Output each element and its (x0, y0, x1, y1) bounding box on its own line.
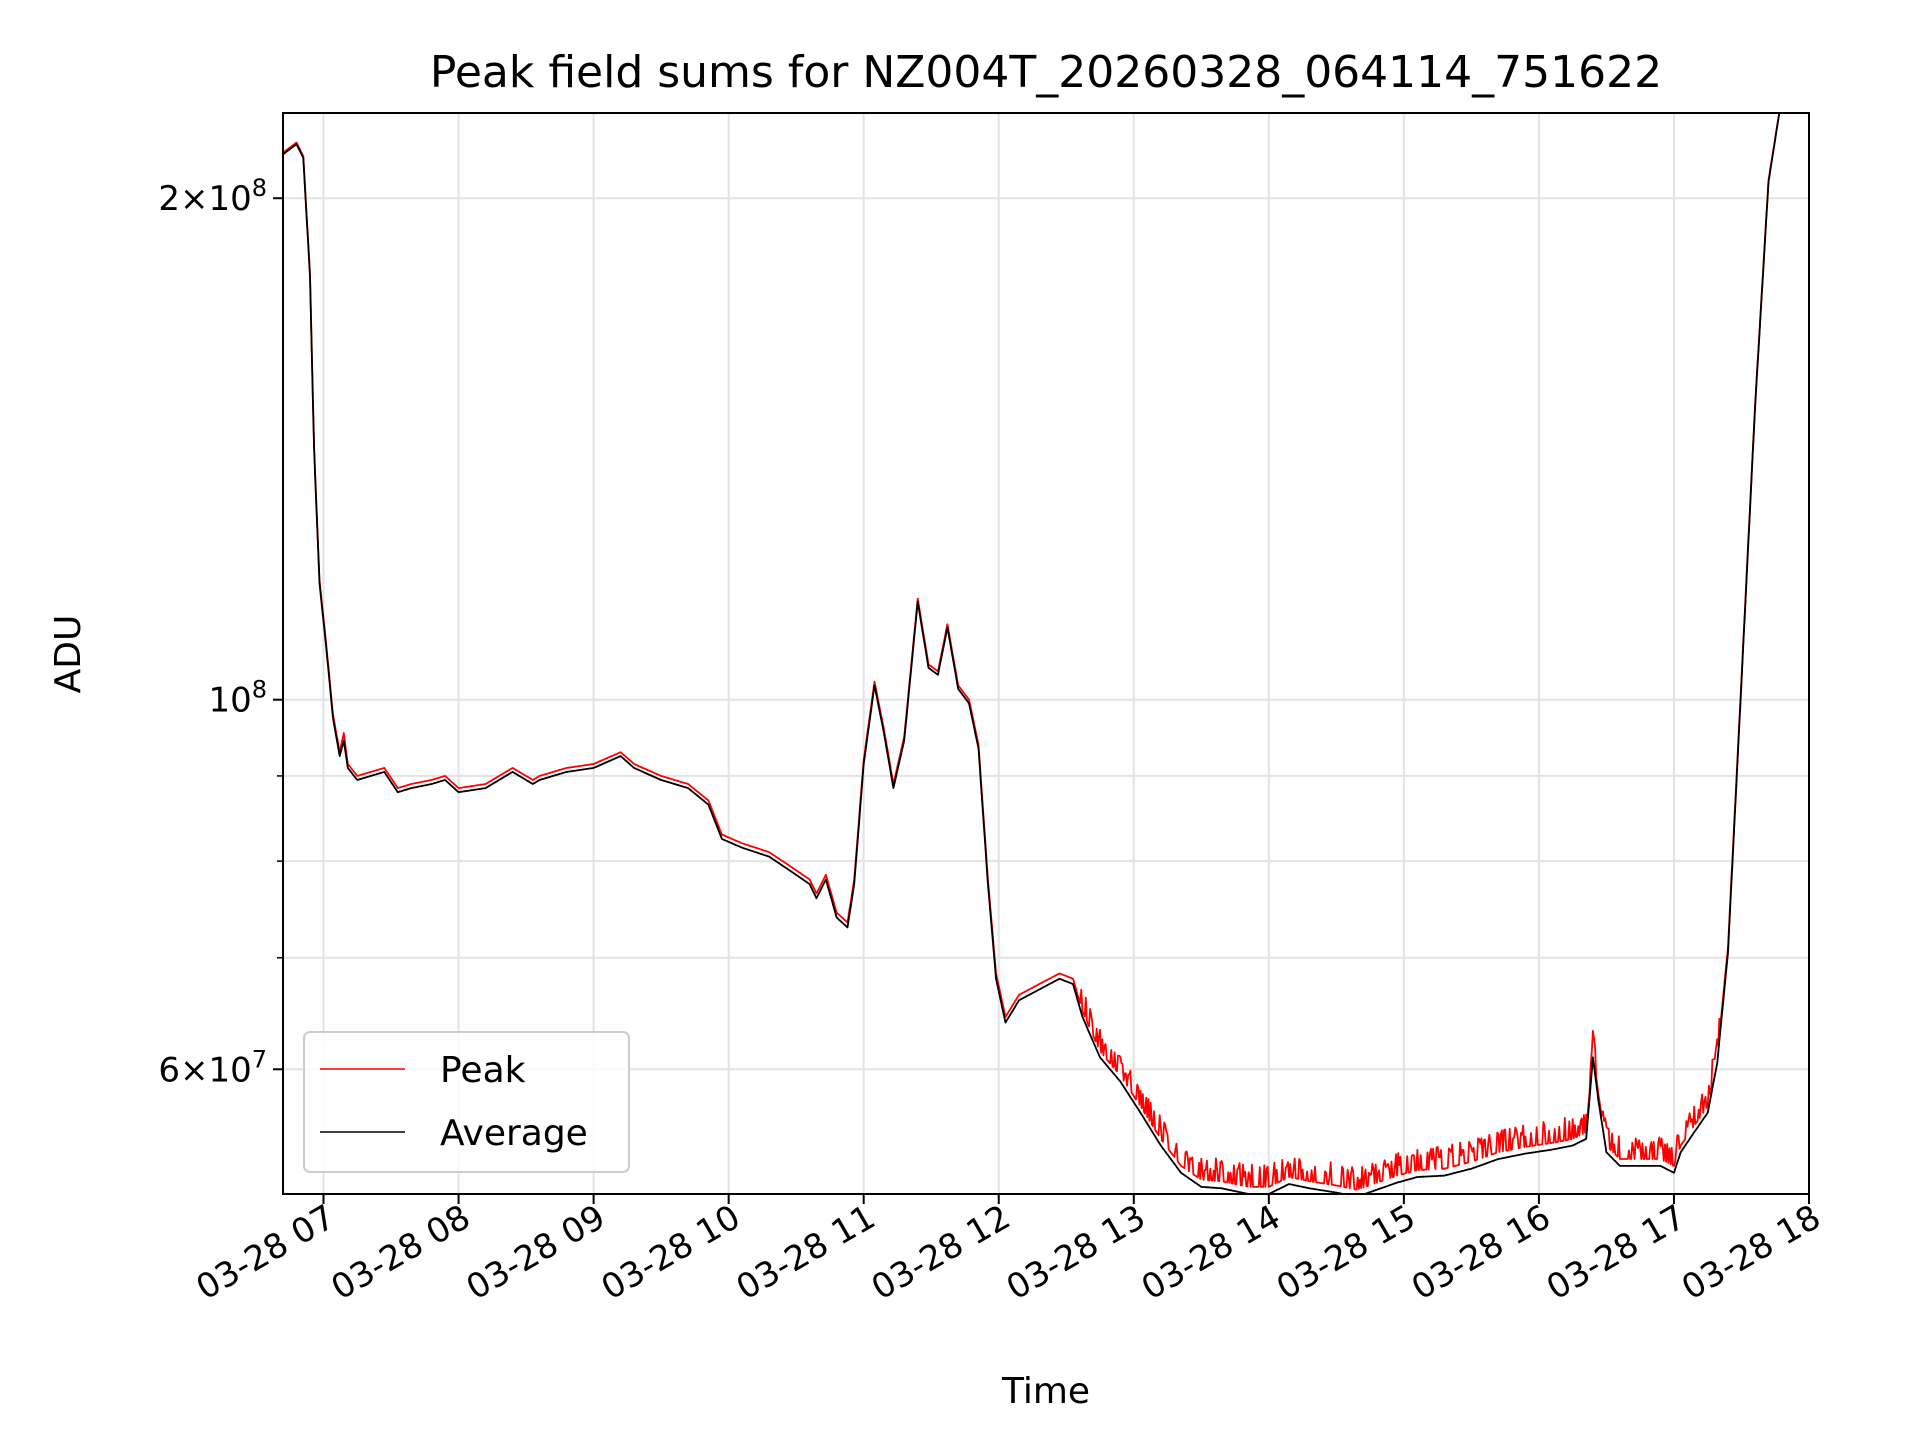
legend-peak-label: Peak (440, 1050, 526, 1091)
grid (283, 113, 1809, 1194)
y-axis: 6×107 108 2×108 (158, 174, 283, 1090)
legend-average-label: Average (440, 1113, 588, 1154)
series-line-average (283, 113, 1796, 1194)
plot-frame (282, 112, 1810, 1195)
chart-title: Peak field sums for NZ004T_20260328_0641… (430, 47, 1662, 98)
x-axis-label: Time (1001, 1371, 1090, 1412)
series-line-peak (283, 113, 1796, 1191)
legend: Peak Average (303, 1031, 630, 1173)
series-average (283, 113, 1796, 1194)
y-tick-label: 6×107 (158, 1045, 267, 1090)
series-peak (283, 113, 1796, 1191)
y-tick-label: 108 (208, 676, 267, 721)
y-tick-label: 2×108 (158, 174, 267, 219)
legend-box (303, 1031, 630, 1173)
y-axis-label: ADU (48, 615, 89, 694)
plot-lines (283, 113, 1796, 1194)
